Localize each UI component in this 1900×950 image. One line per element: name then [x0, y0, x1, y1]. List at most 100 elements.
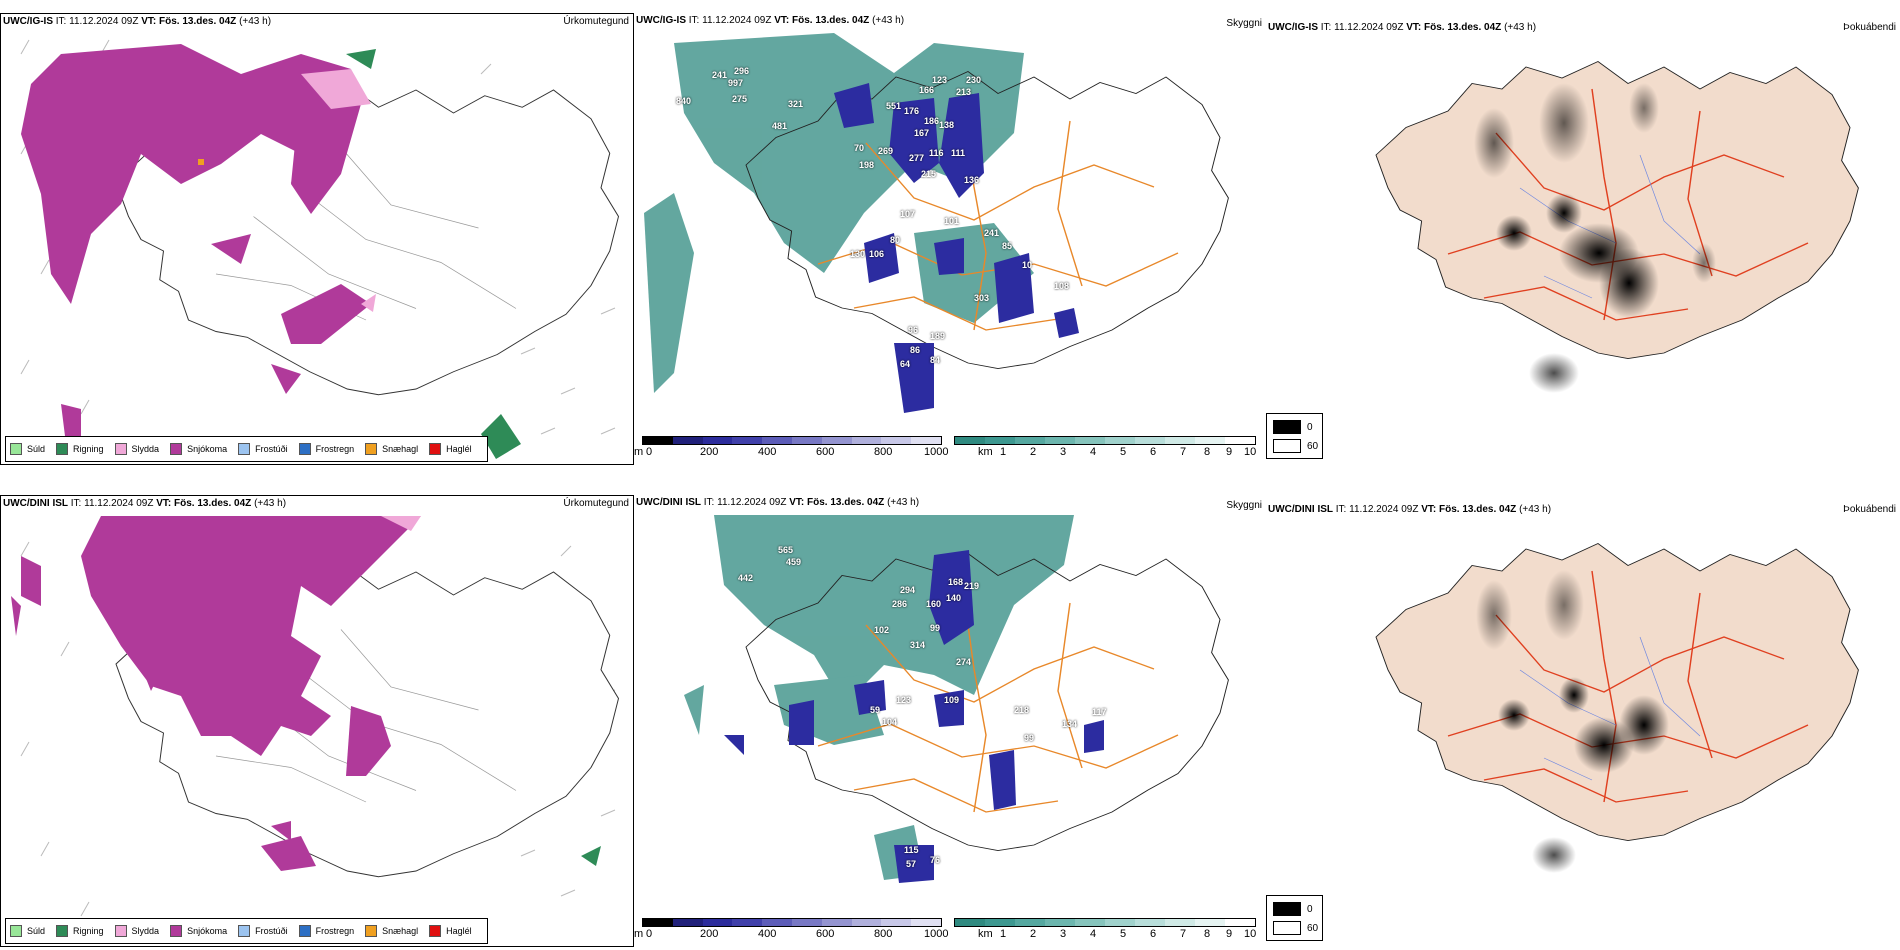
it-label: IT:: [55, 16, 67, 27]
precip-type-map-2: [11, 516, 620, 917]
cloud-base-value: 140: [946, 593, 962, 603]
cloud-base-value: 116: [929, 148, 944, 158]
legend-label: Frostregn: [315, 444, 355, 454]
cloud-base-value: 59: [870, 705, 881, 715]
it-value: 11.12.2024 09Z: [1334, 22, 1404, 33]
fog-swatch-black: [1273, 902, 1301, 916]
legend-item: Súld: [10, 443, 45, 455]
visibility-tick: 9: [1226, 928, 1233, 940]
cloud-base-value: 230: [966, 75, 982, 85]
fog-legend-label: 0: [1307, 904, 1313, 915]
vt-value: Fös. 13.des. 04Z: [807, 497, 885, 508]
legend-swatch: [365, 443, 378, 455]
legend-label: Súld: [27, 444, 46, 454]
legend-item: Frostúði: [238, 443, 288, 455]
cloud-base-tick: 1000: [924, 446, 949, 458]
lead-time: (+43 h): [887, 497, 920, 508]
legend-swatch: [10, 443, 22, 455]
lead-time: (+43 h): [1504, 22, 1537, 33]
legend-item: Snjókoma: [170, 925, 227, 937]
vt-value: Fös. 13.des. 04Z: [159, 16, 237, 27]
cloud-base-tick: 600: [816, 446, 835, 458]
fog-legend-label: 0: [1307, 422, 1313, 433]
cloud-base-tick: 600: [816, 928, 835, 940]
cloud-base-tick: 0: [646, 446, 653, 458]
fog-index-map-1: [1375, 60, 1860, 393]
cloud-base-value: 840: [676, 96, 692, 106]
legend-item: Slydda: [114, 925, 159, 937]
cloud-base-value: 99: [930, 623, 941, 633]
lead-time: (+43 h): [254, 498, 287, 509]
legend-label: Rigning: [73, 444, 104, 454]
cloud-base-tick: 200: [700, 446, 719, 458]
fog-index-panel-2: UWC/DINI ISL IT: 11.12.2024 09Z VT: Fös.…: [1264, 495, 1900, 947]
vt-label: VT:: [1421, 504, 1437, 515]
legend-label: Snjókoma: [187, 926, 228, 936]
cloud-base-tick: 400: [758, 446, 777, 458]
fog-index-map-2: [1375, 542, 1860, 873]
visibility-tick: 5: [1120, 446, 1127, 458]
visibility-tick: 6: [1150, 928, 1157, 940]
legend-item: Slydda: [114, 443, 160, 455]
cloud-base-value: 481: [772, 121, 788, 131]
panel-header: UWC/IG-IS IT: 11.12.2024 09Z VT: Fös. 13…: [3, 16, 271, 27]
visibility-tick: 9: [1226, 446, 1233, 458]
panel-header: UWC/DINI ISL IT: 11.12.2024 09Z VT: Fös.…: [3, 498, 286, 509]
legend-item: Frostregn: [298, 925, 354, 937]
legend-item: Haglél: [429, 925, 472, 937]
cloud-base-value: 64: [900, 359, 911, 369]
legend-label: Frostúði: [255, 444, 288, 454]
panel-header: UWC/IG-IS IT: 11.12.2024 09Z VT: Fös. 13…: [636, 15, 904, 26]
legend-swatch: [238, 925, 251, 937]
legend-item: Frostregn: [298, 443, 355, 455]
cloud-base-value: 130: [850, 249, 866, 259]
cloud-base-value: 168: [948, 577, 964, 587]
legend-swatch: [56, 443, 69, 455]
cloud-base-value: 442: [738, 573, 754, 583]
legend-swatch: [238, 443, 251, 455]
cloud-base-value: 86: [910, 345, 921, 355]
cloud-base-value: 215: [921, 169, 937, 179]
cloud-base-value: 84: [930, 355, 941, 365]
legend-item: Haglél: [429, 443, 472, 455]
cloud-base-value: 115: [904, 845, 919, 855]
cloud-base-value: 303: [974, 293, 990, 303]
cloud-base-value: 85: [1002, 241, 1013, 251]
visibility-tick: 1: [1000, 928, 1007, 940]
visibility-panel-1: UWC/IG-IS IT: 11.12.2024 09Z VT: Fös. 13…: [634, 13, 1264, 465]
cloud-base-value: 96: [908, 325, 919, 335]
cloud-base-value: 136: [964, 175, 980, 185]
cloud-base-value: 189: [930, 331, 946, 341]
vt-value: Fös. 13.des. 04Z: [1424, 22, 1502, 33]
fog-legend-label: 60: [1307, 923, 1319, 934]
vt-value: Fös. 13.des. 04Z: [1439, 504, 1517, 515]
legend-label: Slydda: [131, 444, 160, 454]
cloud-base-value: 277: [909, 153, 925, 163]
cloud-base-value: 108: [1054, 281, 1070, 291]
cloud-base-value: 134: [1062, 719, 1078, 729]
legend-label: Snjókoma: [187, 444, 228, 454]
legend-item: Rigning: [56, 925, 104, 937]
precip-legend: Súld Rigning Slydda Snjókoma Frostúði Fr…: [5, 918, 488, 944]
cloud-base-value: 551: [886, 101, 902, 111]
fog-index-legend: 0 60: [1266, 413, 1323, 459]
precip-type-panel-1: UWC/IG-IS IT: 11.12.2024 09Z VT: Fös. 13…: [0, 13, 634, 465]
panel-header: UWC/DINI ISL IT: 11.12.2024 09Z VT: Fös.…: [636, 497, 919, 508]
cloud-base-value: 102: [874, 625, 890, 635]
legend-label: Súld: [27, 926, 46, 936]
cloud-base-value: 269: [878, 146, 894, 156]
legend-label: Haglél: [446, 444, 472, 454]
cloud-base-value: 80: [890, 235, 901, 245]
cloud-base-value: 213: [956, 87, 972, 97]
model-name: UWC/DINI ISL: [1268, 504, 1333, 515]
cloud-base-value: 101: [944, 216, 960, 226]
cloud-base-tick: 400: [758, 928, 777, 940]
visibility-tick: 5: [1120, 928, 1127, 940]
legend-swatch: [114, 925, 127, 937]
cloud-base-value: 997: [728, 78, 744, 88]
cloud-base-value: 275: [732, 94, 748, 104]
legend-swatch: [170, 925, 183, 937]
legend-item: Snæhagl: [365, 443, 418, 455]
visibility-unit: km: [978, 446, 993, 458]
cloud-base-value: 123: [896, 695, 912, 705]
